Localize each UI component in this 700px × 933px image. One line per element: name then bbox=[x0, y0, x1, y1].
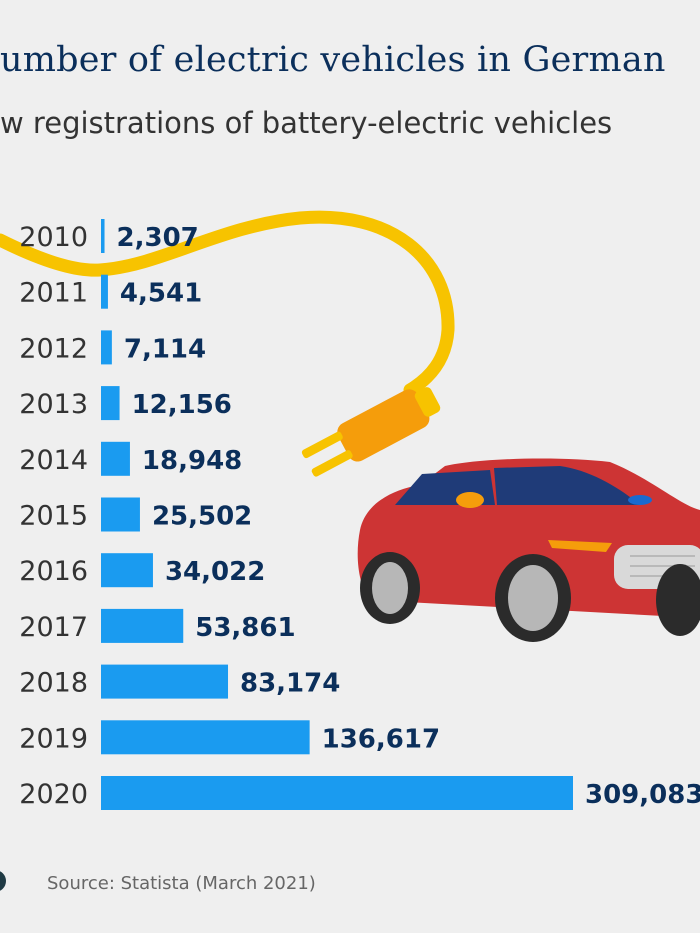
value-label: 34,022 bbox=[165, 557, 265, 587]
year-label: 2016 bbox=[19, 556, 88, 587]
bar-series: 2010 2,307 2011 4,541 2012 7,114 2013 12,156 201… bbox=[19, 219, 700, 810]
bar-2020 bbox=[101, 776, 573, 810]
year-label: 2020 bbox=[19, 779, 88, 810]
bar-2019 bbox=[101, 720, 310, 755]
bar-2015 bbox=[101, 497, 140, 532]
electric-car-icon bbox=[357, 458, 700, 642]
year-label: 2014 bbox=[19, 445, 88, 476]
year-label: 2019 bbox=[19, 723, 88, 754]
value-label: 53,861 bbox=[195, 613, 295, 643]
value-label: 7,114 bbox=[124, 334, 206, 364]
bar-2010 bbox=[101, 219, 105, 253]
value-label: 2,307 bbox=[117, 223, 199, 253]
value-label: 25,502 bbox=[152, 502, 252, 532]
year-label: 2011 bbox=[19, 278, 88, 309]
bar-2013 bbox=[101, 386, 120, 421]
value-label: 18,948 bbox=[142, 446, 242, 476]
year-label: 2010 bbox=[19, 222, 88, 253]
bar-2018 bbox=[101, 664, 229, 699]
value-label: 83,174 bbox=[240, 669, 340, 699]
year-label: 2017 bbox=[19, 612, 88, 643]
logo-icon bbox=[0, 870, 6, 892]
chart-subtitle: w registrations of battery-electric vehi… bbox=[0, 106, 613, 140]
value-label: 309,083 bbox=[585, 780, 700, 810]
year-label: 2015 bbox=[19, 501, 88, 532]
bar-2016 bbox=[101, 553, 153, 588]
source-note: Source: Statista (March 2021) bbox=[47, 873, 316, 894]
bar-2014 bbox=[101, 441, 130, 476]
value-label: 136,617 bbox=[322, 724, 440, 754]
bar-2017 bbox=[101, 608, 184, 643]
year-label: 2012 bbox=[19, 333, 88, 364]
value-label: 12,156 bbox=[132, 390, 232, 420]
value-label: 4,541 bbox=[120, 279, 202, 309]
ev-illustration bbox=[0, 210, 700, 642]
chart-title: umber of electric vehicles in German bbox=[0, 40, 666, 80]
bar-2012 bbox=[101, 330, 112, 365]
charging-cable-icon bbox=[0, 210, 455, 397]
bar-2011 bbox=[101, 274, 108, 309]
year-label: 2018 bbox=[19, 668, 88, 699]
year-label: 2013 bbox=[19, 389, 88, 420]
plug-icon bbox=[301, 387, 441, 477]
